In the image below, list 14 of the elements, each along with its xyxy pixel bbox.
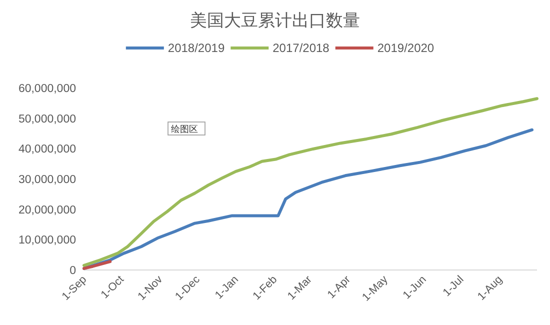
y-tick-label: 10,000,000 [18,234,76,247]
line-series [82,260,112,270]
y-tick-label: 0 [70,265,76,277]
y-tick-label: 50,000,000 [18,113,76,126]
line-series [82,97,538,267]
annotation: 绘图区 [171,124,198,134]
chart-title: 美国大豆累计出口数量 [190,11,360,30]
legend-label: 2017/2018 [272,41,330,55]
y-tick-label: 30,000,000 [18,174,76,186]
legend-label: 2018/2019 [168,41,225,55]
y-tick-label: 20,000,000 [18,204,76,216]
legend-label: 2019/2020 [377,41,434,55]
y-tick-label: 40,000,000 [18,144,76,156]
y-tick-label: 60,000,000 [18,83,76,95]
